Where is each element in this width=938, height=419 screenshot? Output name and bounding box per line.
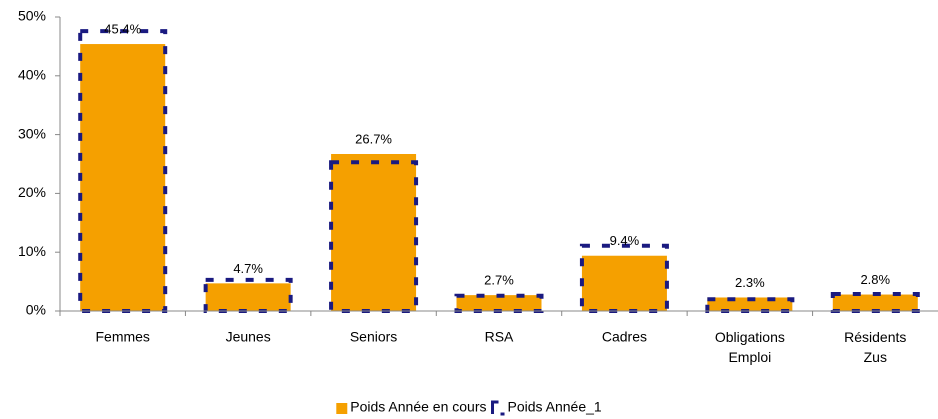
bar bbox=[832, 294, 918, 311]
bar bbox=[205, 283, 291, 311]
legend-label: Poids Année_1 bbox=[508, 399, 602, 415]
bar-outline bbox=[705, 297, 795, 313]
y-tick-label: 20% bbox=[18, 184, 46, 200]
legend-swatch bbox=[336, 403, 348, 414]
x-tick-label: Résidents Zus bbox=[844, 329, 906, 365]
x-tick-label: Obligations Emploi bbox=[715, 329, 785, 365]
value-label: 26.7% bbox=[355, 131, 392, 146]
value-label: 4.7% bbox=[233, 261, 263, 276]
legend-swatch bbox=[491, 400, 505, 416]
x-tick-label: RSA bbox=[485, 329, 514, 345]
bar-outline bbox=[579, 243, 669, 313]
value-label: 2.3% bbox=[735, 275, 765, 290]
x-tick-label: Jeunes bbox=[226, 329, 271, 345]
bar bbox=[456, 295, 542, 311]
y-tick-label: 30% bbox=[18, 125, 46, 141]
legend-label: Poids Année en cours bbox=[350, 399, 486, 415]
bar bbox=[331, 154, 417, 311]
legend: Poids Année en cours Poids Année_1 bbox=[336, 399, 602, 416]
value-label: 9.4% bbox=[610, 233, 640, 248]
bar-outline bbox=[329, 160, 419, 313]
value-label: 2.7% bbox=[484, 273, 514, 288]
y-tick-label: 10% bbox=[18, 243, 46, 259]
x-tick-label: Femmes bbox=[95, 329, 149, 345]
y-tick-label: 40% bbox=[18, 67, 46, 83]
y-tick-label: 0% bbox=[26, 302, 46, 318]
value-label: 2.8% bbox=[860, 272, 890, 287]
bar-outline bbox=[203, 277, 293, 313]
x-tick-label: Cadres bbox=[602, 329, 647, 345]
bar bbox=[80, 44, 166, 311]
y-tick-label: 50% bbox=[18, 8, 46, 24]
value-label: 45.4% bbox=[104, 21, 141, 36]
x-tick-label: Seniors bbox=[350, 329, 397, 345]
bar bbox=[581, 255, 667, 311]
